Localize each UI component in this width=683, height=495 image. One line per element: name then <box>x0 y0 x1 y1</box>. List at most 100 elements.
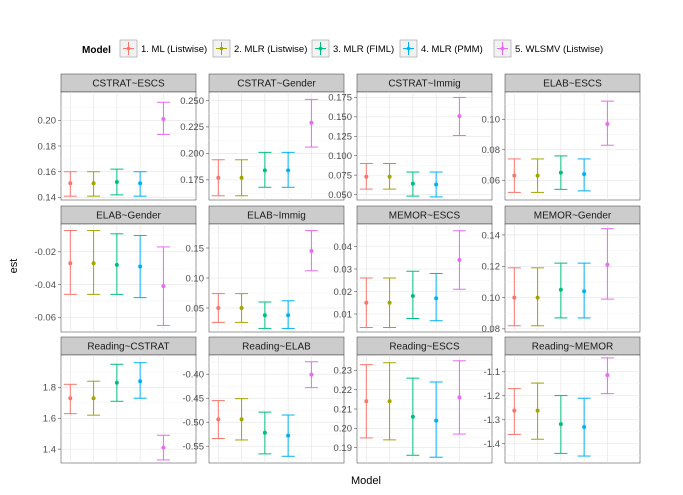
estimate-point <box>309 372 314 377</box>
estimate-errorbar <box>235 293 249 323</box>
y-axis-label: est <box>8 259 20 274</box>
estimate-errorbar <box>87 171 101 197</box>
estimate-errorbar <box>429 381 443 458</box>
y-tick-label: 0.050 <box>328 190 352 201</box>
estimate-point <box>535 173 540 178</box>
facet-plot-area <box>208 91 345 201</box>
y-tick-label: 0.06 <box>482 176 501 187</box>
estimate-point <box>309 249 314 253</box>
estimate-point <box>239 175 244 180</box>
estimate-point <box>161 117 166 121</box>
estimate-errorbar <box>63 383 77 415</box>
y-tick-label: 0.16 <box>38 167 57 178</box>
estimate-point <box>216 306 221 310</box>
facet-title: MEMOR~ESCS <box>389 211 461 222</box>
legend-label: 2. MLR (Listwise) <box>234 44 307 55</box>
estimate-errorbar <box>383 362 397 441</box>
estimate-errorbar <box>600 228 614 300</box>
x-axis-label: Model <box>351 475 381 487</box>
estimate-point <box>262 430 267 435</box>
estimate-point <box>68 181 73 186</box>
estimate-errorbar <box>156 434 170 461</box>
facet-plot-area <box>356 223 493 333</box>
y-tick-label: -0.40 <box>182 370 204 381</box>
legend-key-point <box>406 46 411 51</box>
estimate-point <box>239 306 244 310</box>
y-tick-label: 0.04 <box>334 242 353 253</box>
y-tick-label: -0.04 <box>34 280 56 291</box>
y-tick-label: 0.10 <box>186 273 205 284</box>
estimate-errorbar <box>577 262 591 319</box>
facet-title: ELAB~ESCS <box>543 79 602 90</box>
y-tick-label: 0.23 <box>334 366 353 377</box>
estimate-errorbar <box>156 246 170 326</box>
estimate-errorbar <box>235 159 249 197</box>
y-tick-label: 0.14 <box>482 230 501 241</box>
y-tick-label: 0.18 <box>38 141 57 152</box>
estimate-errorbar <box>258 411 272 455</box>
legend-key-point <box>318 46 323 51</box>
facet-title: Reading~CSTRAT <box>87 342 169 353</box>
estimate-point <box>457 114 462 119</box>
y-tick-label: -0.55 <box>182 442 204 453</box>
estimate-point <box>558 287 563 292</box>
y-tick-label: 0.20 <box>38 116 57 127</box>
legend-label: 5. WLSMV (Listwise) <box>515 44 603 55</box>
estimate-errorbar <box>63 171 77 197</box>
y-tick-label: -0.06 <box>34 313 56 324</box>
facet-panel: ELAB~Gender -0.06 -0.04 -0.02 <box>34 205 197 333</box>
facet-plot-area <box>208 354 345 464</box>
estimate-errorbar <box>110 168 124 196</box>
facet-panel: MEMOR~ESCS 0.01 0.02 0.03 0.04 <box>334 205 493 333</box>
estimate-errorbar <box>507 158 521 193</box>
estimate-errorbar <box>304 230 318 272</box>
estimate-point <box>558 422 563 427</box>
estimate-errorbar <box>133 234 147 299</box>
estimate-point <box>239 417 244 422</box>
y-tick-label: -1.1 <box>484 367 500 378</box>
y-tick-label: 0.10 <box>482 293 501 304</box>
estimate-point <box>91 181 96 186</box>
estimate-point <box>457 258 462 262</box>
facet-panel: ELAB~Immig 0.05 0.10 0.15 <box>186 205 345 333</box>
y-tick-label: 0.21 <box>334 404 353 415</box>
facet-panels: CSTRAT~ESCS 0.14 0.16 0.18 0.20 CSTRAT~Gender… <box>34 73 641 464</box>
estimate-errorbar <box>429 171 443 198</box>
estimate-errorbar <box>133 171 147 197</box>
estimate-point <box>138 379 143 384</box>
y-tick-label: 0.10 <box>482 115 501 126</box>
y-tick-label: 1.6 <box>43 414 56 425</box>
estimate-point <box>535 408 540 413</box>
estimate-point <box>216 417 221 422</box>
facet-title: ELAB~Immig <box>247 211 306 222</box>
legend-label: 4. MLR (PMM) <box>421 44 483 55</box>
estimate-point <box>364 399 369 404</box>
estimate-point <box>114 262 119 267</box>
facet-panel: CSTRAT~Immig 0.050 0.075 0.100 0.125 0.150 0.1… <box>328 73 493 201</box>
estimate-errorbar <box>406 377 420 456</box>
estimate-point <box>114 180 119 184</box>
legend-entry: 5. WLSMV (Listwise) <box>493 39 603 58</box>
estimate-point <box>582 289 587 294</box>
y-tick-label: 0.20 <box>334 424 353 435</box>
estimate-errorbar <box>577 158 591 192</box>
legend-entry: 3. MLR (FIML) <box>311 39 394 58</box>
facet-plot-area <box>60 354 197 464</box>
estimate-errorbar <box>110 363 124 402</box>
estimate-point <box>387 174 392 179</box>
legend-entry: 1. ML (Listwise) <box>119 39 207 58</box>
legend-key-point <box>500 46 505 51</box>
estimate-point <box>582 425 587 429</box>
facet-title: ELAB~Gender <box>96 211 161 222</box>
facet-title: CSTRAT~Immig <box>388 79 460 90</box>
facet-plot-area <box>504 354 641 464</box>
estimate-errorbar <box>600 100 614 146</box>
estimate-errorbar <box>258 301 272 329</box>
estimate-point <box>138 181 143 186</box>
y-tick-label: 0.05 <box>186 303 205 314</box>
estimate-point <box>91 396 96 401</box>
facet-title: Reading~ESCS <box>389 342 460 353</box>
y-tick-label: 0.125 <box>328 132 352 143</box>
estimate-point <box>387 300 392 305</box>
estimate-point <box>605 373 610 378</box>
